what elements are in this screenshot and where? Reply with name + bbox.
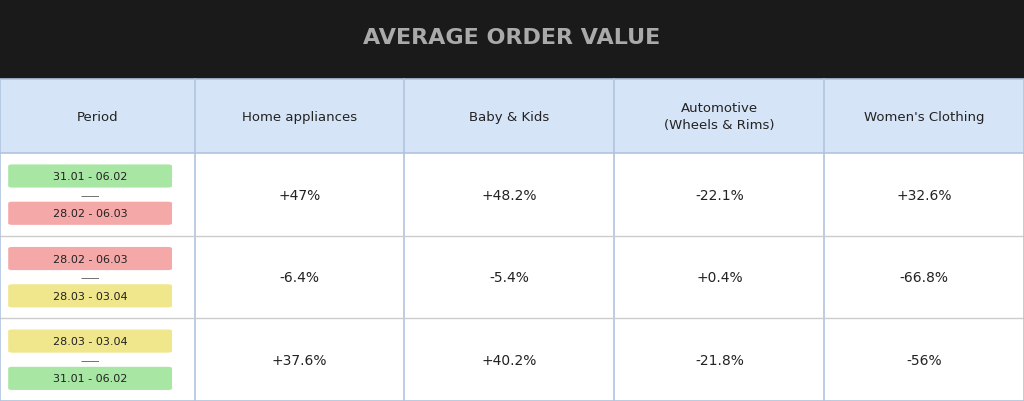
FancyBboxPatch shape xyxy=(8,367,172,390)
FancyBboxPatch shape xyxy=(8,247,172,270)
Text: +47%: +47% xyxy=(279,188,321,202)
Text: ——: —— xyxy=(80,355,100,365)
Bar xyxy=(0,80,1024,401)
Text: 28.02 - 06.03: 28.02 - 06.03 xyxy=(53,209,127,219)
Text: -21.8%: -21.8% xyxy=(695,353,743,367)
Text: -22.1%: -22.1% xyxy=(695,188,743,202)
Text: Baby & Kids: Baby & Kids xyxy=(469,111,550,124)
Text: +40.2%: +40.2% xyxy=(481,353,538,367)
Text: 28.03 - 03.04: 28.03 - 03.04 xyxy=(53,336,127,346)
Text: Period: Period xyxy=(77,111,118,124)
Text: +48.2%: +48.2% xyxy=(481,188,538,202)
Text: +0.4%: +0.4% xyxy=(696,271,742,284)
Text: -5.4%: -5.4% xyxy=(489,271,529,284)
Text: ——: —— xyxy=(80,190,100,200)
Text: 28.03 - 03.04: 28.03 - 03.04 xyxy=(53,291,127,301)
Text: +32.6%: +32.6% xyxy=(896,188,952,202)
Text: 28.02 - 06.03: 28.02 - 06.03 xyxy=(53,254,127,264)
FancyBboxPatch shape xyxy=(8,165,172,188)
Text: Women's Clothing: Women's Clothing xyxy=(864,111,984,124)
FancyBboxPatch shape xyxy=(8,285,172,308)
Text: -66.8%: -66.8% xyxy=(900,271,948,284)
Text: AVERAGE ORDER VALUE: AVERAGE ORDER VALUE xyxy=(364,28,660,48)
Text: +37.6%: +37.6% xyxy=(271,353,328,367)
Bar xyxy=(0,80,1024,401)
Text: 31.01 - 06.02: 31.01 - 06.02 xyxy=(53,373,127,383)
Text: Automotive
(Wheels & Rims): Automotive (Wheels & Rims) xyxy=(665,102,774,132)
Text: 31.01 - 06.02: 31.01 - 06.02 xyxy=(53,172,127,182)
Text: -56%: -56% xyxy=(906,353,942,367)
Bar xyxy=(0,80,1024,154)
Text: ——: —— xyxy=(80,273,100,282)
FancyBboxPatch shape xyxy=(8,330,172,353)
Text: Home appliances: Home appliances xyxy=(242,111,357,124)
FancyBboxPatch shape xyxy=(8,202,172,225)
Text: -6.4%: -6.4% xyxy=(280,271,319,284)
